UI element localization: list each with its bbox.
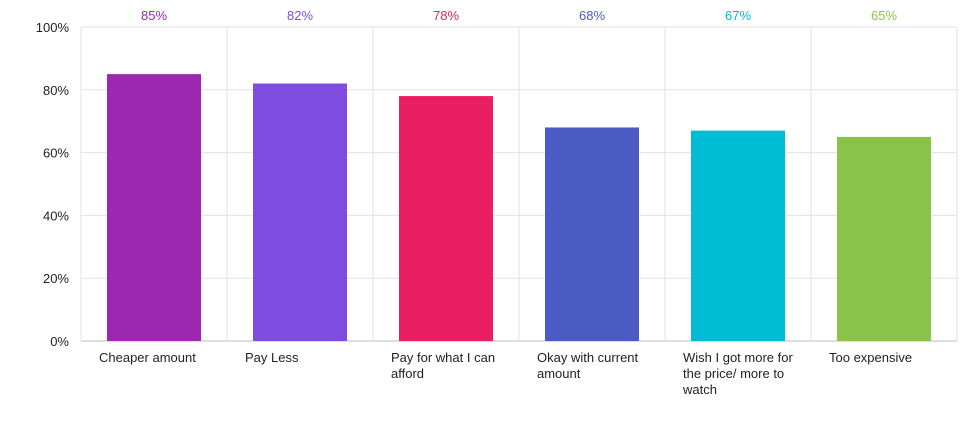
bar [107, 74, 201, 341]
value-label: 82% [287, 8, 313, 23]
value-label: 68% [579, 8, 605, 23]
bar [545, 127, 639, 341]
value-label: 85% [141, 8, 167, 23]
y-tick-label: 60% [43, 146, 69, 161]
x-tick-label: Okay with current amount [537, 350, 638, 381]
bar [837, 136, 931, 341]
value-label: 67% [725, 8, 751, 23]
bar [399, 96, 493, 341]
x-tick-label: Pay Less [245, 350, 298, 365]
value-label: 78% [433, 8, 459, 23]
gridlines [80, 26, 958, 342]
x-tick-label: Wish I got more for the price/ more to w… [683, 350, 793, 397]
y-tick-label: 20% [43, 271, 69, 286]
y-axis-ticks: 0% 20% 40% 60% 80% 100% [36, 20, 70, 349]
bar [253, 83, 347, 342]
bar [691, 130, 785, 341]
y-tick-label: 80% [43, 83, 69, 98]
y-tick-label: 0% [50, 334, 69, 349]
y-tick-label: 100% [36, 20, 70, 35]
value-labels: 85% 82% 78% 68% 67% 65% [141, 8, 897, 23]
x-tick-label: Pay for what I can afford [391, 350, 495, 381]
value-label: 65% [871, 8, 897, 23]
x-axis-labels: Cheaper amount Pay Less Pay for what I can… [99, 350, 912, 397]
y-tick-label: 40% [43, 208, 69, 223]
x-tick-label: Too expensive [829, 350, 912, 365]
bars [107, 74, 931, 342]
x-tick-label: Cheaper amount [99, 350, 196, 365]
